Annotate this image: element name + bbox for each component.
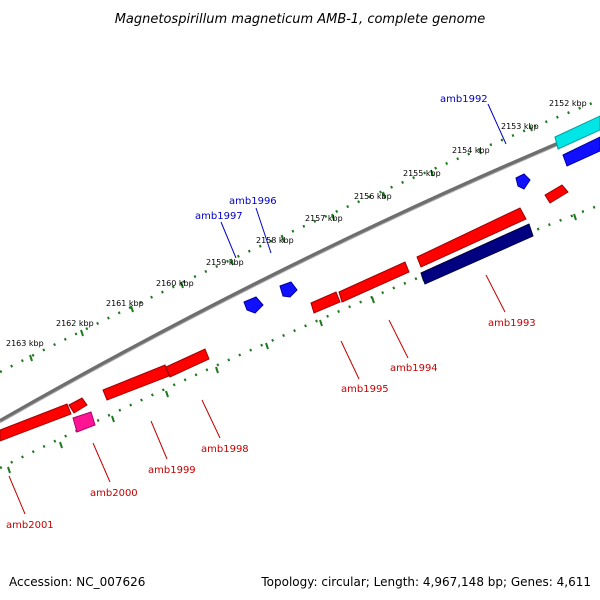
gene-amb1995[interactable] (310, 291, 341, 314)
tick-label-2154: 2154 kbp (452, 146, 490, 155)
tick-mark (265, 342, 269, 350)
accession-text: Accession: NC_007626 (9, 575, 145, 589)
tick-label-2156: 2156 kbp (354, 192, 392, 201)
leader-amb2001 (8, 475, 26, 515)
label-amb1996[interactable]: amb1996 (229, 196, 277, 207)
outer-gene-labels: amb1992 amb1996 amb1997 (195, 94, 507, 259)
inner-gene-labels: amb1993 amb1994 amb1995 amb1998 amb1999 … (6, 274, 536, 531)
tick-mark (165, 390, 169, 398)
tick-mark (130, 305, 134, 313)
gene-amb1998[interactable] (165, 348, 210, 378)
gene-amb1992[interactable] (515, 173, 531, 190)
tick-mark (430, 169, 434, 177)
red-feature-small (544, 184, 569, 204)
label-amb1995[interactable]: amb1995 (341, 384, 389, 395)
tick-mark (319, 319, 323, 327)
tick-label-2152: 2152 kbp (549, 99, 587, 108)
leader-amb1993 (485, 274, 506, 313)
label-amb1998[interactable]: amb1998 (201, 444, 249, 455)
tick-mark (80, 329, 84, 337)
outer-major-ticks (29, 125, 533, 362)
tick-mark (29, 354, 33, 362)
tick-mark (59, 441, 63, 449)
tick-label-2161: 2161 kbp (106, 299, 144, 308)
tick-mark (331, 213, 335, 221)
gene-amb1993-navy[interactable] (420, 223, 534, 285)
gene-amb1999[interactable] (102, 364, 170, 401)
tick-labels: 2152 kbp 2153 kbp 2154 kbp 2155 kbp 2156… (6, 99, 587, 348)
inner-features (0, 184, 569, 442)
gene-amb2001[interactable] (0, 403, 72, 442)
genome-summary-text: Topology: circular; Length: 4,967,148 bp… (260, 575, 591, 589)
tick-mark (230, 258, 234, 266)
leader-amb1994 (388, 319, 409, 359)
leader-amb1992 (487, 103, 507, 145)
genome-backbone (0, 124, 600, 423)
label-amb1993[interactable]: amb1993 (488, 318, 536, 329)
tick-label-2159: 2159 kbp (206, 258, 244, 267)
tick-mark (371, 296, 375, 304)
tick-label-2158: 2158 kbp (256, 236, 294, 245)
label-amb2001[interactable]: amb2001 (6, 520, 54, 531)
tick-mark (382, 191, 386, 199)
blue-feature-large (562, 136, 600, 167)
tick-mark (180, 281, 184, 289)
gene-amb1994[interactable] (338, 261, 410, 303)
genome-backbone-highlight (0, 127, 600, 424)
tick-label-2155: 2155 kbp (403, 169, 441, 178)
leader-amb1995 (340, 340, 360, 380)
label-amb1992[interactable]: amb1992 (440, 94, 488, 105)
gene-amb2000[interactable] (72, 411, 96, 433)
tick-mark (281, 235, 285, 243)
red-feature-amb2000-companion (68, 397, 88, 414)
gene-amb1993-red[interactable] (416, 207, 527, 268)
leader-amb2000 (92, 442, 111, 483)
label-amb1999[interactable]: amb1999 (148, 465, 196, 476)
cyan-feature (554, 115, 600, 150)
outer-features (243, 115, 600, 314)
tick-mark (529, 125, 533, 132)
tick-label-2162: 2162 kbp (56, 319, 94, 328)
tick-mark (7, 466, 11, 474)
tick-mark (573, 213, 577, 221)
map-title: Magnetospirillum magneticum AMB-1, compl… (115, 12, 486, 27)
leader-amb1999 (150, 420, 168, 460)
label-amb2000[interactable]: amb2000 (90, 488, 138, 499)
tick-label-2153: 2153 kbp (501, 122, 539, 131)
tick-mark (111, 415, 115, 423)
label-amb1997[interactable]: amb1997 (195, 211, 243, 222)
leader-amb1997 (220, 221, 237, 259)
gene-amb1997[interactable] (243, 296, 264, 314)
tick-mark (478, 148, 482, 155)
leader-amb1998 (201, 399, 221, 439)
tick-mark (215, 366, 219, 374)
tick-label-2157: 2157 kbp (305, 214, 343, 223)
label-amb1994[interactable]: amb1994 (390, 363, 438, 374)
leader-amb1996 (255, 207, 272, 254)
gene-amb1996[interactable] (279, 281, 298, 298)
tick-label-2160: 2160 kbp (156, 279, 194, 288)
tick-label-2163: 2163 kbp (6, 339, 44, 348)
